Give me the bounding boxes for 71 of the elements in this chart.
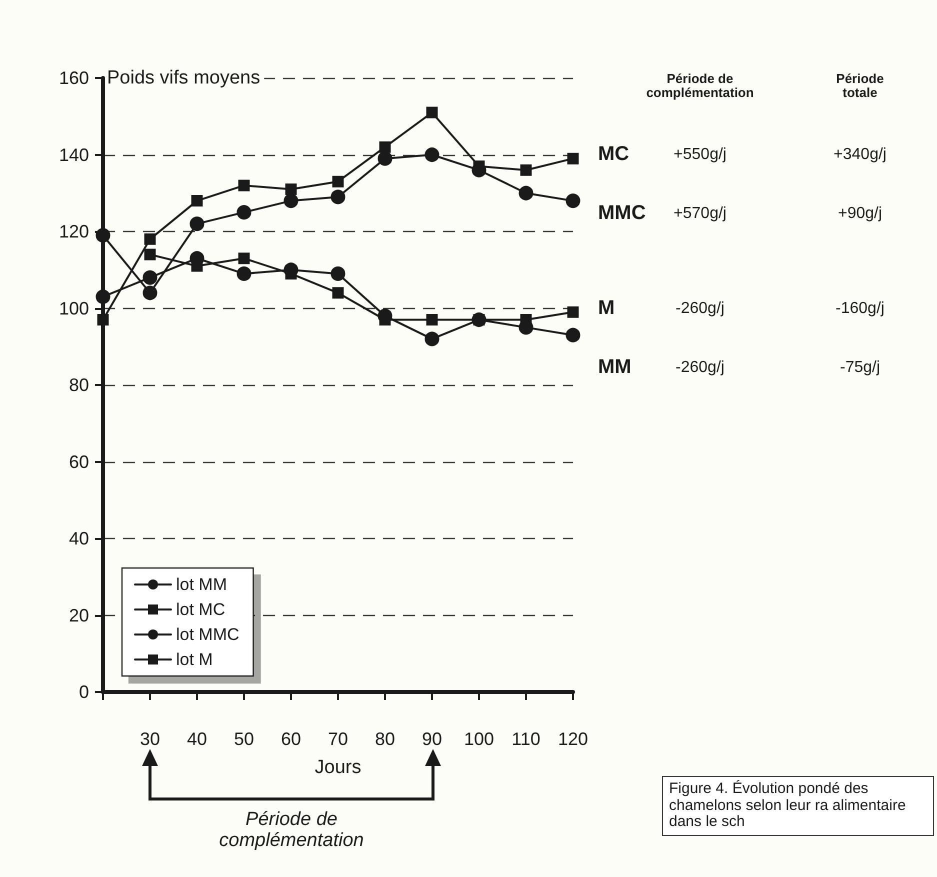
point <box>144 233 156 245</box>
y-axis-title: Poids vifs moyens <box>107 68 260 88</box>
point <box>96 289 110 304</box>
legend-label: lot MC <box>176 600 226 619</box>
x-tick-label: 40 <box>186 729 208 749</box>
point <box>238 180 250 192</box>
point <box>566 194 580 208</box>
point <box>379 141 391 153</box>
x-tick-label: 60 <box>280 729 302 749</box>
text: MC <box>598 143 630 165</box>
text: -160g/j <box>834 300 886 318</box>
point <box>330 190 346 204</box>
y-tick-label: 40 <box>68 528 89 548</box>
point <box>191 195 203 207</box>
point <box>284 194 298 208</box>
point <box>190 216 204 232</box>
point <box>426 106 438 118</box>
x-tick-label: 100 <box>464 729 494 749</box>
x-tick-label: 110 <box>512 729 540 749</box>
point <box>518 186 534 200</box>
y-tick-label: 20 <box>68 605 89 626</box>
y-tick-label: 80 <box>68 375 89 395</box>
text: +340g/j <box>832 146 888 164</box>
point <box>330 266 346 281</box>
caption: Figure 4. Évolution pondé des chamelons selon leur ra alimentaire dans le sch <box>662 776 934 836</box>
y-tick-label: 120 <box>58 222 89 242</box>
point <box>144 248 156 260</box>
x-tick-label: 90 <box>422 729 442 749</box>
text: M <box>598 297 615 319</box>
text: -260g/j <box>674 300 726 318</box>
point <box>426 314 438 326</box>
x-axis-title: Jours <box>314 757 362 778</box>
legend-label: lot MMC <box>176 625 240 644</box>
point <box>142 270 158 285</box>
x-tick-label: 70 <box>328 729 348 749</box>
legend-label: lot MM <box>176 575 227 594</box>
point <box>97 314 109 326</box>
y-tick-label: 0 <box>78 682 89 702</box>
y-tick-label: 100 <box>58 298 89 318</box>
x-tick-label: 120 <box>558 729 588 749</box>
text: Période de complémentation <box>218 809 365 852</box>
point <box>332 176 344 188</box>
point <box>566 328 580 342</box>
point <box>236 205 252 220</box>
legend-label: lot M <box>176 650 213 669</box>
point <box>424 148 440 162</box>
point <box>238 252 250 264</box>
y-tick-label: 140 <box>58 144 89 165</box>
text: -260g/j <box>674 359 726 377</box>
point <box>567 306 579 318</box>
text: MMC <box>598 202 646 224</box>
text: -75g/j <box>838 359 882 377</box>
text: +550g/j <box>672 146 728 164</box>
point <box>520 164 532 176</box>
point <box>424 332 440 346</box>
point <box>567 152 579 164</box>
text: Période de complémentation <box>645 71 755 101</box>
text: +90g/j <box>836 205 884 223</box>
point <box>236 266 252 281</box>
point <box>332 287 344 299</box>
text: MM <box>598 356 632 378</box>
point <box>142 286 158 300</box>
point <box>378 151 392 166</box>
x-tick-label: 30 <box>140 729 160 749</box>
y-tick-label: 60 <box>68 452 89 472</box>
x-tick-label: 80 <box>374 729 396 749</box>
text: Période totale <box>835 71 885 101</box>
x-tick-label: 50 <box>234 729 254 749</box>
point <box>285 184 297 196</box>
text: +570g/j <box>674 205 726 222</box>
y-tick-label: 160 <box>58 68 89 88</box>
